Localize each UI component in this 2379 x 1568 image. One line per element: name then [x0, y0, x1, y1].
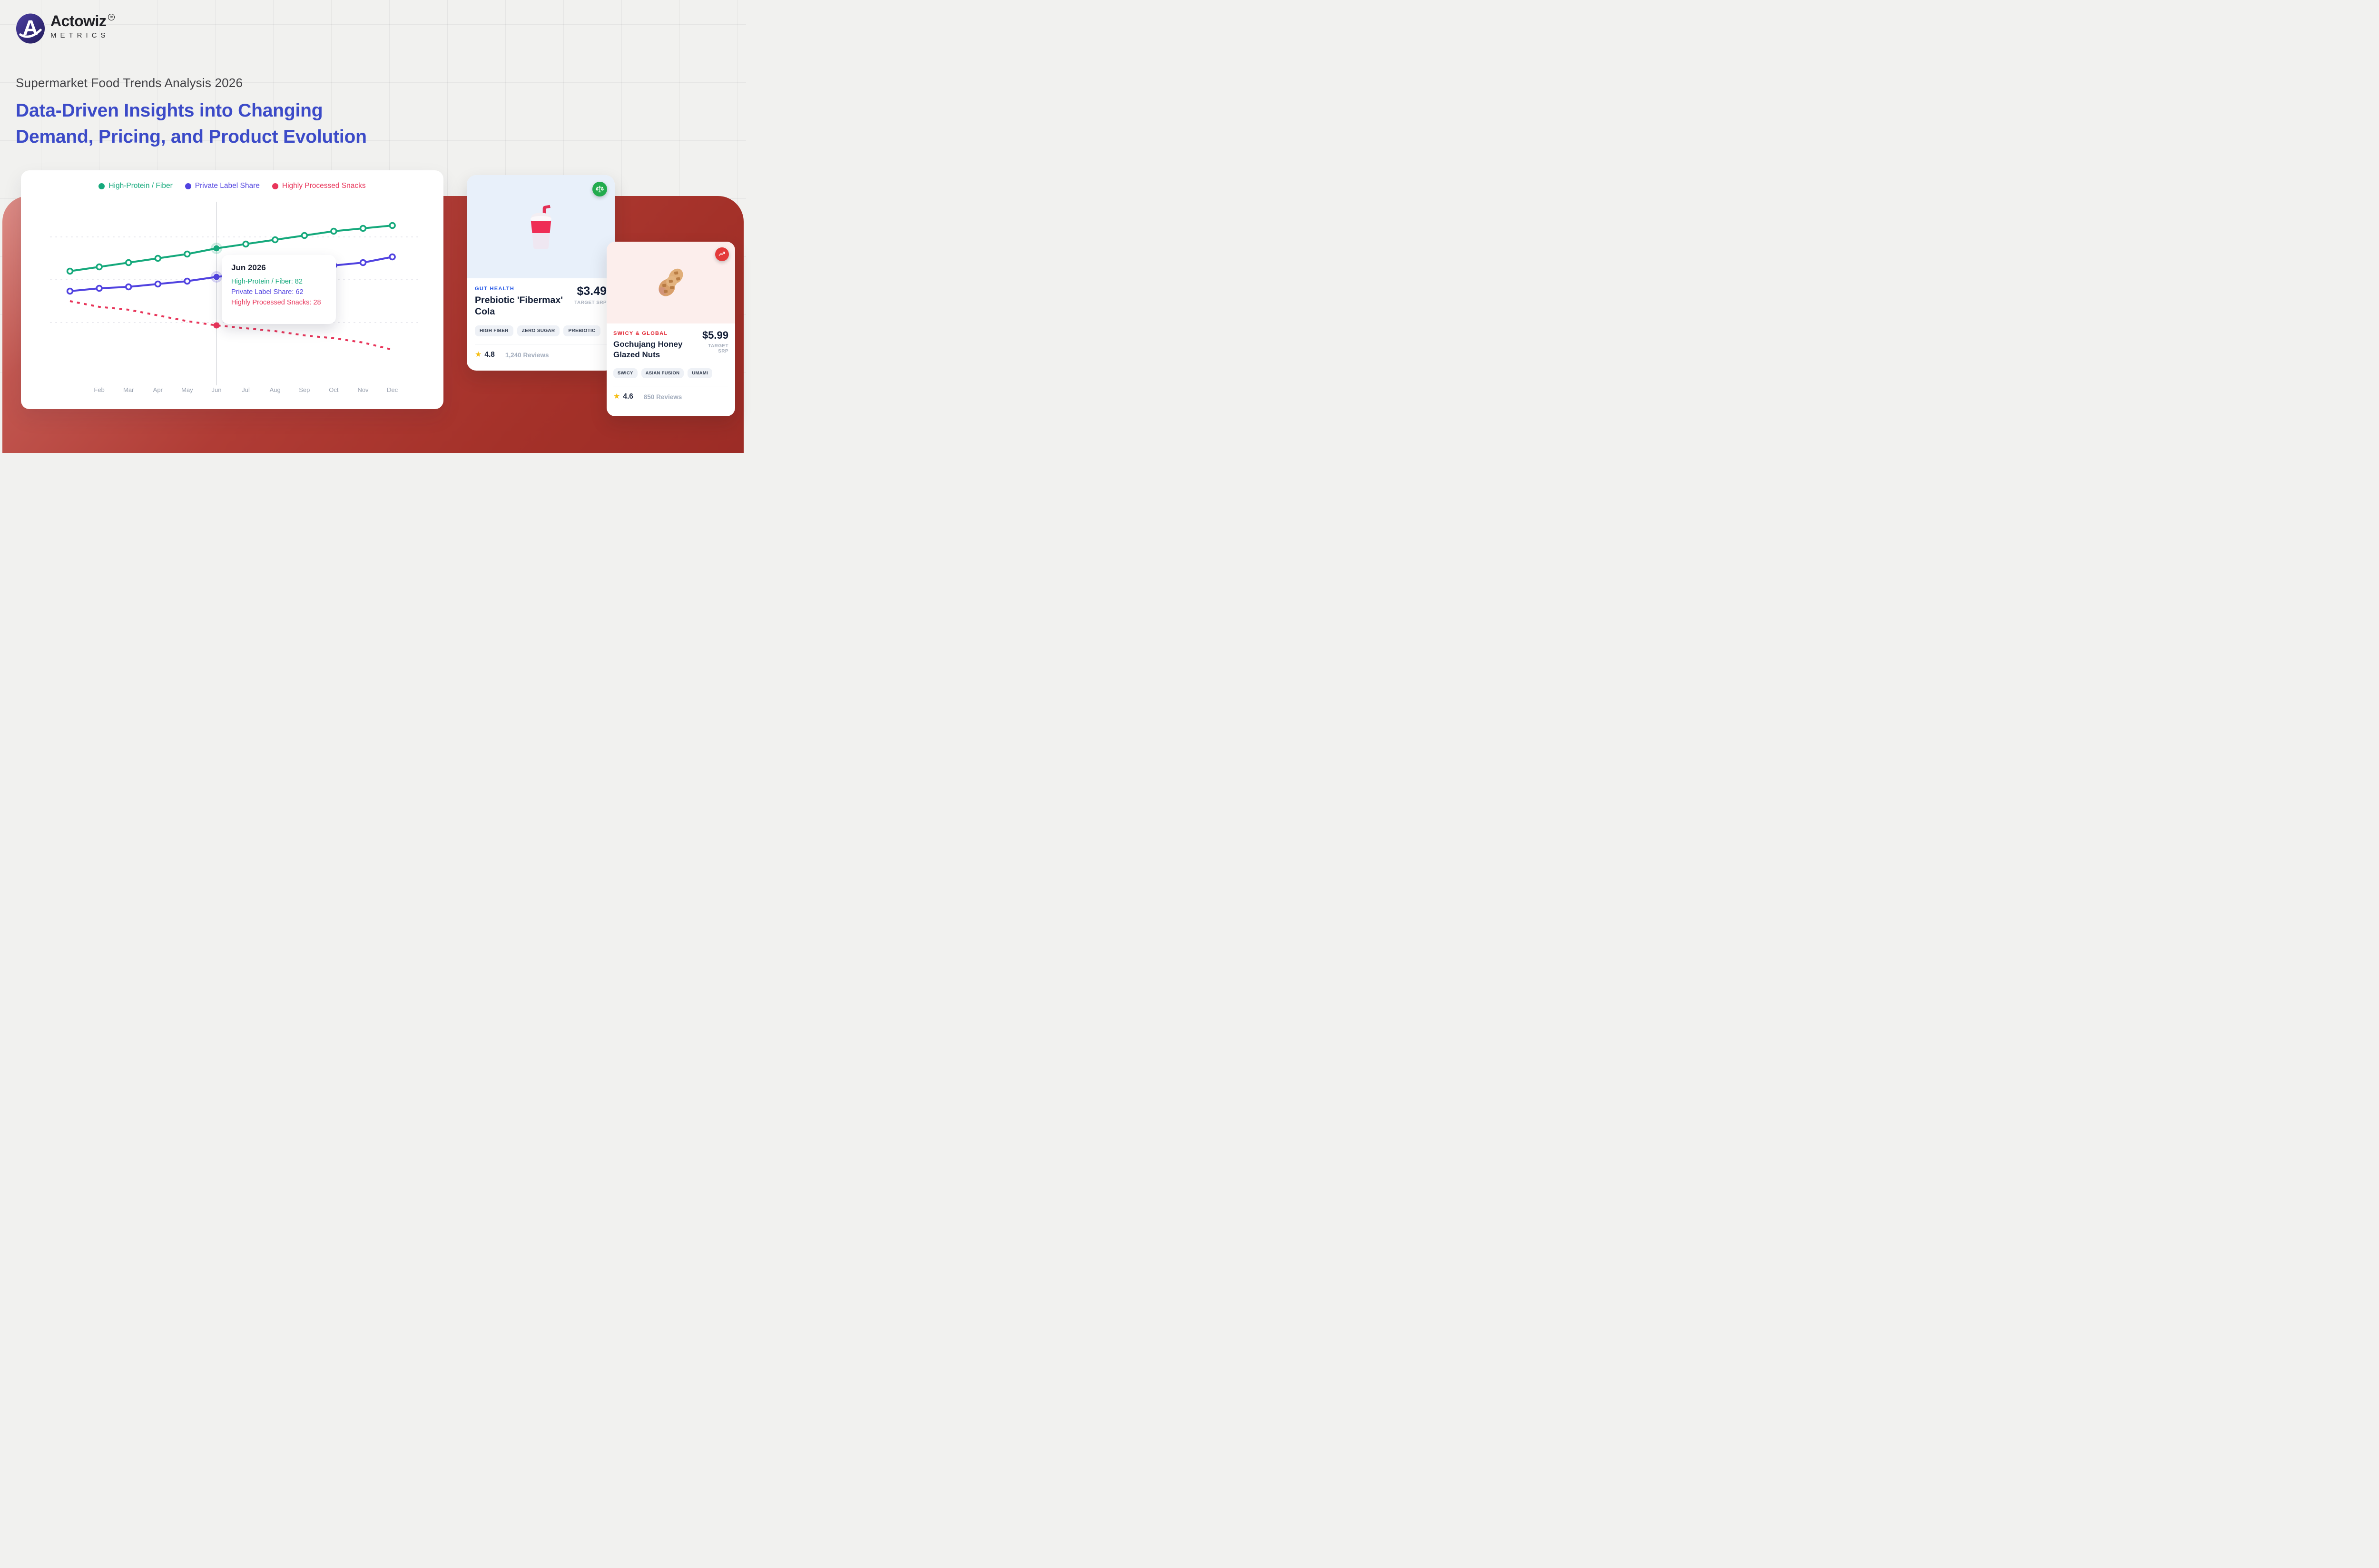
rating-value: 4.6 — [623, 392, 633, 401]
trending-up-icon — [718, 252, 725, 256]
page-subtitle: Supermarket Food Trends Analysis 2026 — [16, 76, 243, 90]
brand-text: Actowiz TM METRICS — [50, 13, 115, 39]
svg-text:Feb: Feb — [94, 386, 104, 393]
page-title: Data-Driven Insights into Changing Deman… — [16, 98, 367, 150]
tooltip-entries: High-Protein / Fiber: 82 Private Label Sh… — [231, 278, 326, 306]
tag-list: SWICY ASIAN FUSION UMAMI — [613, 368, 728, 378]
svg-text:Jun: Jun — [212, 386, 222, 393]
rating-row: ★ 4.6 850 Reviews — [613, 392, 728, 401]
svg-text:Aug: Aug — [270, 386, 281, 393]
star-icon: ★ — [475, 351, 482, 359]
legend-label: High-Protein / Fiber — [108, 182, 173, 190]
legend-item[interactable]: Highly Processed Snacks — [272, 182, 366, 190]
product-image-area — [607, 242, 735, 323]
product-title: Prebiotic 'Fibermax' Cola — [475, 295, 563, 317]
tooltip-entry: Private Label Share: 62 — [231, 288, 304, 296]
category-label: SWICY & GLOBAL — [613, 331, 668, 336]
reviews-count: 850 Reviews — [643, 393, 682, 401]
legend-item[interactable]: Private Label Share — [185, 182, 260, 190]
svg-text:Apr: Apr — [153, 386, 163, 393]
brand-name: Actowiz — [50, 12, 107, 29]
rating-row: ★ 4.8 1,240 Reviews — [475, 351, 607, 359]
svg-text:Sep: Sep — [299, 386, 310, 393]
product-image-area — [467, 175, 615, 278]
legend-dot-icon — [98, 183, 105, 189]
cup-with-straw-icon — [530, 205, 551, 249]
product-card-body: SWICY & GLOBAL Gochujang Honey Glazed Nu… — [607, 323, 735, 401]
brand-tagline: METRICS — [50, 31, 109, 39]
tooltip-entry: High-Protein / Fiber: 82 — [231, 278, 303, 285]
trademark-badge: TM — [108, 14, 115, 20]
category-label: GUT HEALTH — [475, 286, 515, 292]
tag-pill: UMAMI — [688, 368, 713, 378]
price-label: TARGET SRP — [574, 300, 607, 305]
reviews-count: 1,240 Reviews — [505, 351, 549, 359]
product-card-gochujang-nuts[interactable]: SWICY & GLOBAL Gochujang Honey Glazed Nu… — [607, 242, 735, 416]
scales-icon — [596, 186, 604, 193]
tag-pill: HIGH FIBER — [475, 325, 513, 336]
star-icon: ★ — [613, 392, 620, 401]
actowiz-logo-icon: A — [16, 13, 45, 44]
price-value: $3.49 — [577, 284, 607, 298]
legend-label: Private Label Share — [195, 182, 260, 190]
price-value: $5.99 — [702, 329, 728, 341]
trend-chart-card: High-Protein / Fiber Private Label Share H… — [21, 170, 443, 409]
tag-pill: SWICY — [613, 368, 638, 378]
tag-list: HIGH FIBER ZERO SUGAR PREBIOTIC — [475, 325, 607, 336]
chart-tooltip: Jun 2026 High-Protein / Fiber: 82 Private… — [222, 255, 336, 324]
product-title: Gochujang Honey Glazed Nuts — [613, 340, 683, 359]
tooltip-title: Jun 2026 — [231, 263, 266, 272]
svg-text:Oct: Oct — [329, 386, 339, 393]
svg-text:May: May — [181, 386, 193, 393]
tag-pill: ASIAN FUSION — [641, 368, 684, 378]
product-card-body: GUT HEALTH Prebiotic 'Fibermax' Cola $3.… — [467, 278, 615, 359]
legend-dot-icon — [272, 183, 278, 189]
legend-dot-icon — [185, 183, 191, 189]
tooltip-entry: Highly Processed Snacks: 28 — [231, 299, 321, 306]
product-card-fibermax-cola[interactable]: GUT HEALTH Prebiotic 'Fibermax' Cola $3.… — [467, 175, 615, 371]
trending-badge — [715, 247, 729, 261]
chart-legend: High-Protein / Fiber Private Label Share H… — [21, 182, 443, 190]
legend-label: Highly Processed Snacks — [282, 182, 366, 190]
scales-badge — [592, 182, 607, 196]
tag-pill: PREBIOTIC — [563, 325, 600, 336]
page-title-line1: Data-Driven Insights into Changing — [16, 100, 323, 121]
svg-text:Jul: Jul — [242, 386, 250, 393]
tag-pill: ZERO SUGAR — [517, 325, 560, 336]
legend-item[interactable]: High-Protein / Fiber — [98, 182, 173, 190]
svg-text:Dec: Dec — [387, 386, 398, 393]
svg-text:Nov: Nov — [357, 386, 369, 393]
page-title-line2: Demand, Pricing, and Product Evolution — [16, 127, 367, 147]
page: A Actowiz TM METRICS Supermarket Food Tr… — [0, 0, 746, 453]
brand-logo: A Actowiz TM METRICS — [16, 13, 115, 44]
price-label: TARGET SRP — [708, 343, 728, 354]
rating-value: 4.8 — [484, 351, 495, 359]
svg-text:Mar: Mar — [123, 386, 134, 393]
peanuts-icon — [659, 268, 683, 296]
